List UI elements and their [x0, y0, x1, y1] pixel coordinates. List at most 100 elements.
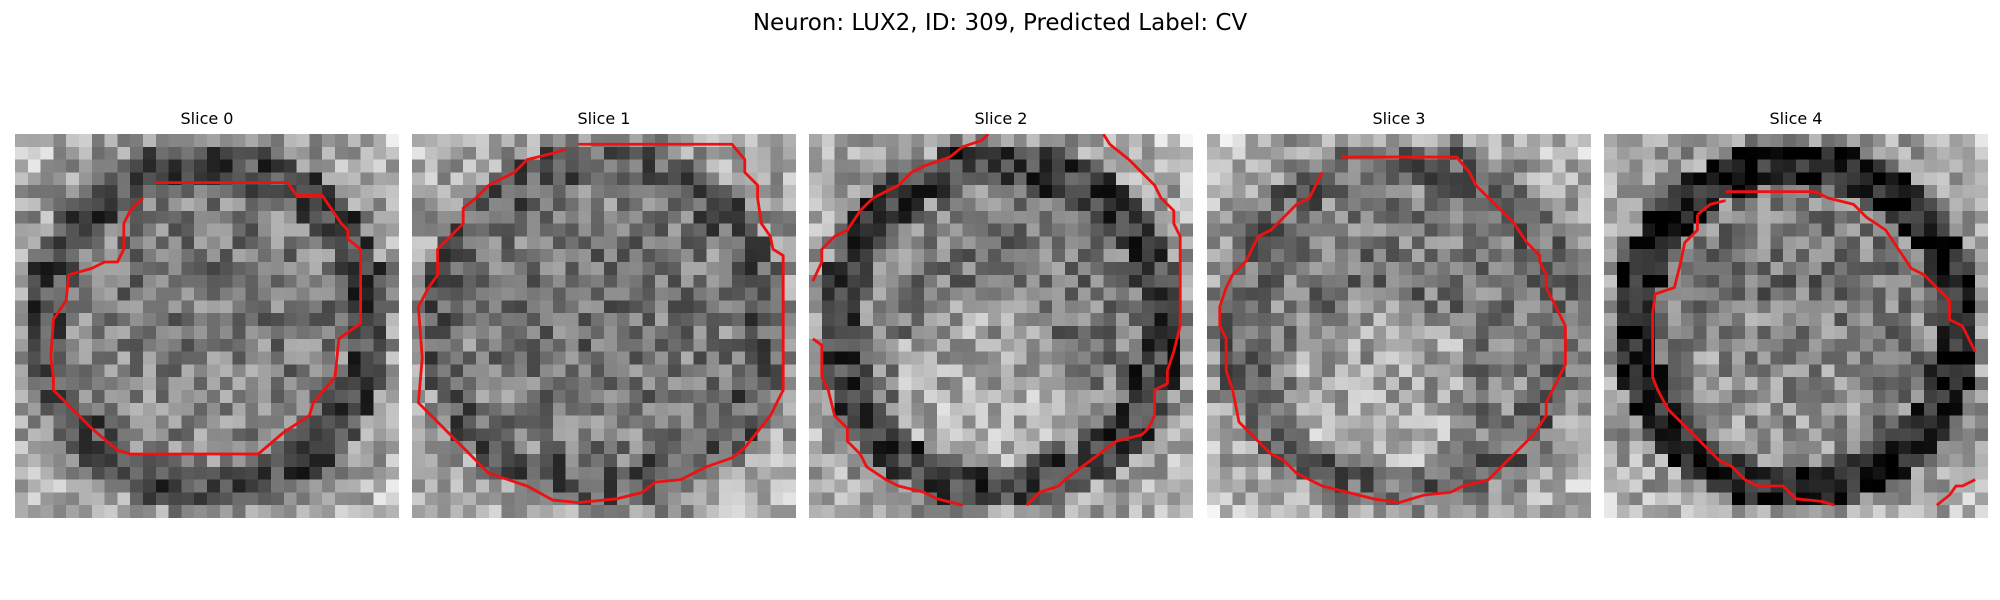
image-pixel — [655, 185, 669, 199]
image-pixel — [1693, 159, 1707, 173]
image-pixel — [898, 223, 912, 237]
image-pixel — [911, 390, 925, 404]
image-pixel — [1207, 492, 1221, 506]
image-pixel — [1026, 300, 1040, 314]
image-pixel — [1296, 159, 1310, 173]
image-pixel — [1578, 505, 1591, 518]
image-pixel — [552, 338, 566, 352]
image-pixel — [283, 236, 297, 250]
image-pixel — [898, 300, 912, 314]
image-pixel — [1642, 402, 1656, 416]
image-pixel — [1821, 198, 1835, 212]
image-pixel — [1001, 428, 1015, 442]
image-pixel — [949, 441, 963, 455]
image-pixel — [1527, 338, 1541, 352]
image-pixel — [1860, 146, 1874, 160]
image-pixel — [309, 223, 323, 237]
image-pixel — [1744, 505, 1758, 518]
image-pixel — [1578, 223, 1591, 237]
image-pixel — [911, 377, 925, 391]
image-pixel — [1296, 300, 1310, 314]
image-pixel — [1065, 505, 1079, 518]
image-pixel — [1129, 364, 1143, 378]
image-pixel — [143, 466, 157, 480]
image-pixel — [463, 338, 477, 352]
image-pixel — [168, 249, 182, 263]
image-pixel — [668, 146, 682, 160]
image-pixel — [629, 326, 643, 340]
image-pixel — [1604, 364, 1618, 378]
image-pixel — [719, 402, 733, 416]
image-pixel — [1116, 415, 1130, 429]
image-pixel — [1949, 390, 1963, 404]
image-pixel — [885, 134, 899, 148]
image-pixel — [1450, 300, 1464, 314]
image-pixel — [821, 428, 835, 442]
image-pixel — [770, 415, 784, 429]
image-pixel — [1039, 364, 1053, 378]
image-pixel — [181, 146, 195, 160]
image-pixel — [1309, 454, 1323, 468]
image-pixel — [1834, 274, 1848, 288]
image-pixel — [1872, 249, 1886, 263]
image-pixel — [1719, 262, 1733, 276]
image-pixel — [168, 146, 182, 160]
image-pixel — [949, 364, 963, 378]
image-pixel — [975, 172, 989, 186]
image-pixel — [1309, 236, 1323, 250]
image-pixel — [1090, 505, 1104, 518]
image-pixel — [1975, 454, 1988, 468]
image-pixel — [744, 364, 758, 378]
image-pixel — [680, 210, 694, 224]
image-pixel — [757, 313, 771, 327]
image-pixel — [309, 415, 323, 429]
image-pixel — [232, 262, 246, 276]
image-pixel — [1565, 466, 1579, 480]
image-pixel — [1885, 313, 1899, 327]
image-pixel — [809, 364, 823, 378]
image-pixel — [680, 236, 694, 250]
image-pixel — [514, 210, 528, 224]
image-pixel — [680, 300, 694, 314]
image-pixel — [53, 249, 67, 263]
image-pixel — [962, 364, 976, 378]
image-pixel — [1154, 428, 1168, 442]
image-pixel — [744, 338, 758, 352]
image-pixel — [1065, 402, 1079, 416]
image-pixel — [1962, 223, 1976, 237]
image-pixel — [693, 223, 707, 237]
image-pixel — [1411, 198, 1425, 212]
image-pixel — [732, 159, 746, 173]
image-pixel — [1872, 338, 1886, 352]
image-pixel — [194, 236, 208, 250]
image-pixel — [1296, 377, 1310, 391]
image-pixel — [66, 454, 80, 468]
image-pixel — [360, 172, 374, 186]
image-pixel — [1411, 454, 1425, 468]
image-pixel — [1424, 134, 1438, 148]
image-pixel — [476, 134, 490, 148]
image-pixel — [79, 249, 93, 263]
image-pixel — [1770, 274, 1784, 288]
image-pixel — [770, 492, 784, 506]
image-pixel — [1975, 505, 1988, 518]
image-pixel — [130, 185, 144, 199]
image-pixel — [1463, 441, 1477, 455]
image-pixel — [1770, 428, 1784, 442]
image-pixel — [1347, 300, 1361, 314]
image-pixel — [271, 134, 285, 148]
image-pixel — [962, 313, 976, 327]
image-pixel — [860, 338, 874, 352]
image-pixel — [309, 300, 323, 314]
image-pixel — [1360, 351, 1374, 365]
image-pixel — [885, 466, 899, 480]
image-pixel — [757, 198, 771, 212]
image-pixel — [40, 492, 54, 506]
image-pixel — [1604, 159, 1618, 173]
image-pixel — [296, 236, 310, 250]
image-pixel — [117, 159, 131, 173]
image-pixel — [1347, 428, 1361, 442]
image-pixel — [181, 249, 195, 263]
image-pixel — [412, 364, 426, 378]
image-pixel — [1796, 313, 1810, 327]
